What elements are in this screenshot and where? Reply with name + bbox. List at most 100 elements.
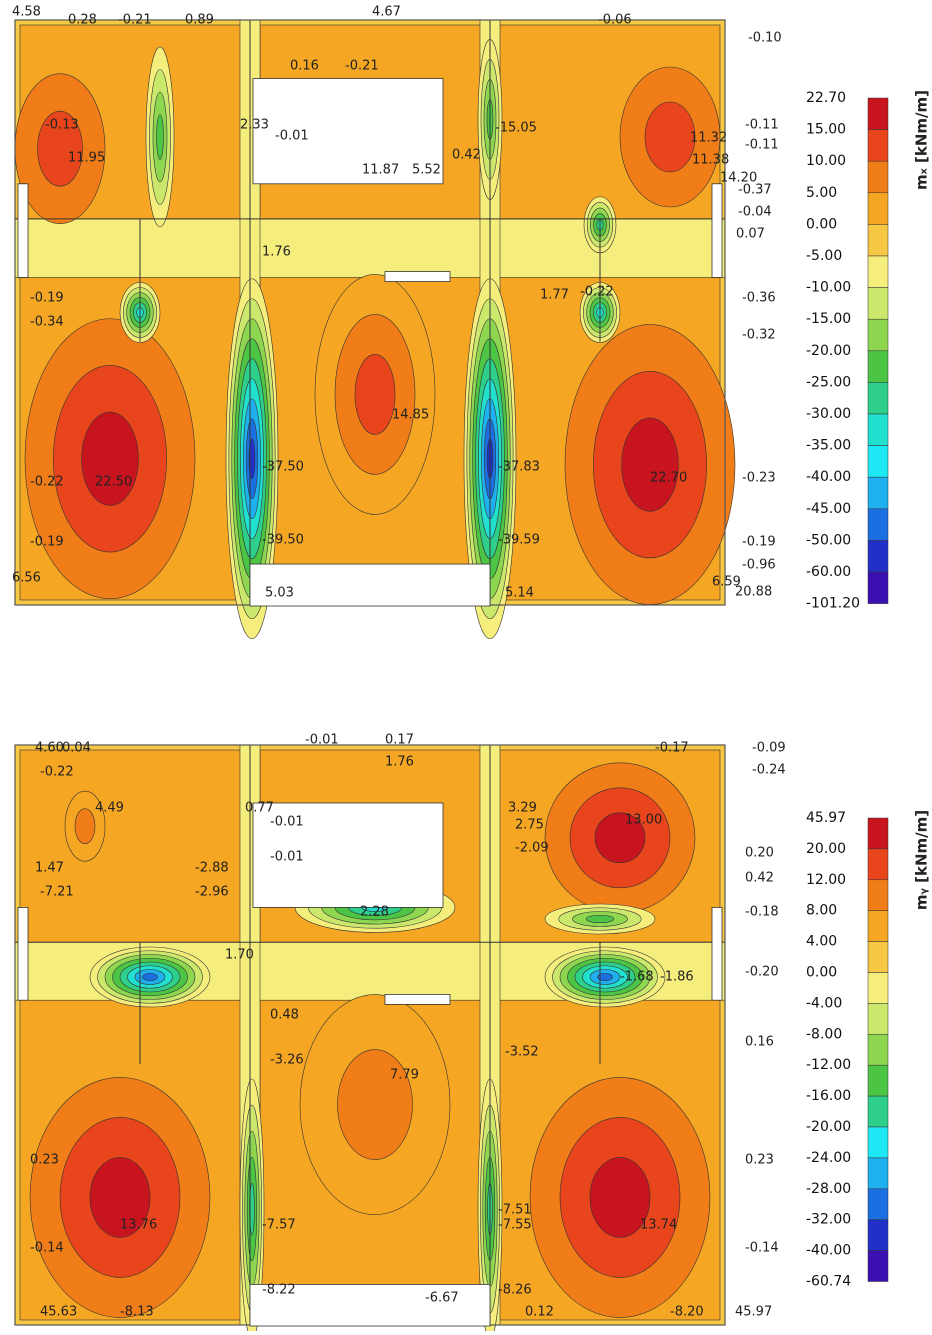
value-label: 45.63 <box>40 1305 77 1320</box>
value-label: -0.19 <box>30 535 64 550</box>
value-label: -0.36 <box>742 291 776 306</box>
value-label: 2.75 <box>515 818 544 833</box>
opening <box>384 271 451 282</box>
legend-swatch <box>867 540 889 573</box>
value-label: -0.20 <box>745 965 779 980</box>
legend-label: 5.00 <box>806 185 837 201</box>
legend-label: -20.00 <box>806 1119 851 1135</box>
legend-label: -20.00 <box>806 343 851 359</box>
value-label: -0.19 <box>30 291 64 306</box>
value-label: -6.67 <box>425 1291 459 1306</box>
legend-swatch <box>867 571 889 604</box>
legend-swatch <box>867 350 889 383</box>
value-label: -0.04 <box>738 205 772 220</box>
legend-label: -25.00 <box>806 374 851 390</box>
opening <box>249 563 491 607</box>
value-label: -0.96 <box>742 558 776 573</box>
value-label: 0.23 <box>745 1153 774 1168</box>
legend-swatch <box>867 287 889 320</box>
value-label: 45.97 <box>735 1305 772 1320</box>
legend-label: -45.00 <box>806 501 851 517</box>
legend-swatch <box>867 1095 889 1128</box>
value-label: -0.32 <box>742 328 776 343</box>
value-label: -0.09 <box>752 741 786 756</box>
value-label: -0.21 <box>345 59 379 74</box>
legend-label: -5.00 <box>806 248 842 264</box>
legend-label: -60.74 <box>806 1274 851 1290</box>
legend-swatch <box>867 1250 889 1282</box>
contour-band <box>644 101 696 173</box>
value-label: -37.83 <box>498 460 540 475</box>
value-label: -8.26 <box>498 1283 532 1298</box>
legend-swatch <box>867 97 889 130</box>
legend-swatch <box>867 879 889 911</box>
legend-swatch <box>867 848 889 881</box>
value-label: 0.48 <box>270 1008 299 1023</box>
value-label: -0.13 <box>45 118 79 133</box>
legend-label: -15.00 <box>806 311 851 327</box>
value-label: -8.13 <box>120 1305 154 1320</box>
value-label: 0.16 <box>290 59 319 74</box>
legend-label: -40.00 <box>806 469 851 485</box>
unit-label: mᵧ [kNm/m] <box>913 810 931 910</box>
value-label: -0.14 <box>745 1241 779 1256</box>
value-label: -2.09 <box>515 841 549 856</box>
legend-swatch <box>867 1126 889 1159</box>
legend-swatch <box>867 1034 889 1066</box>
opening <box>252 802 444 908</box>
legend-label: -50.00 <box>806 532 851 548</box>
legend-label: -40.00 <box>806 1243 851 1259</box>
legend-label: -12.00 <box>806 1057 851 1073</box>
value-label: -7.51 <box>498 1203 532 1218</box>
value-label: -3.26 <box>270 1053 304 1068</box>
value-label: 0.12 <box>525 1305 554 1320</box>
opening <box>249 1284 491 1327</box>
legend-label: -28.00 <box>806 1181 851 1197</box>
value-label: 0.07 <box>736 227 765 242</box>
value-label: 0.04 <box>62 741 91 756</box>
legend-label: -10.00 <box>806 280 851 296</box>
legend-swatch <box>867 1219 889 1251</box>
contour-band <box>354 354 396 435</box>
value-label: 5.03 <box>265 586 294 601</box>
contour-band <box>14 218 726 278</box>
value-label: 1.70 <box>225 948 254 963</box>
value-label: -39.50 <box>262 533 304 548</box>
legend-label: 4.00 <box>806 934 837 950</box>
contour-band <box>74 808 96 845</box>
value-label: 0.23 <box>30 1153 59 1168</box>
legend-swatch <box>867 1157 889 1190</box>
value-label: -0.11 <box>745 138 779 153</box>
value-label: 4.58 <box>12 5 41 20</box>
legend-swatch <box>867 508 889 541</box>
legend-swatch <box>867 382 889 415</box>
value-label: 0.42 <box>452 148 481 163</box>
value-label: -1.68 <box>620 970 654 985</box>
value-label: -39.59 <box>498 533 540 548</box>
value-label: -0.01 <box>270 850 304 865</box>
value-label: 1.77 <box>540 288 569 303</box>
legend-label: 20.00 <box>806 841 846 857</box>
value-label: -7.57 <box>262 1218 296 1233</box>
value-label: -0.37 <box>738 183 772 198</box>
value-label: -2.96 <box>195 885 229 900</box>
contour-band <box>142 972 158 982</box>
value-label: -0.17 <box>655 741 689 756</box>
contour-band <box>37 110 83 187</box>
contour-band <box>597 972 613 982</box>
value-label: -8.22 <box>262 1283 296 1298</box>
value-label: 6.56 <box>12 571 41 586</box>
opening <box>711 907 723 1001</box>
value-label: -0.11 <box>745 118 779 133</box>
value-label: 11.95 <box>68 151 105 166</box>
legend-label: -8.00 <box>806 1026 842 1042</box>
legend-label: 15.00 <box>806 122 846 138</box>
legend-swatch <box>867 1003 889 1035</box>
legend-label: 45.97 <box>806 810 846 826</box>
value-label: -0.22 <box>30 475 64 490</box>
opening <box>17 907 29 1001</box>
legend-swatch <box>867 817 889 850</box>
contour-band <box>81 411 139 506</box>
contour-band <box>585 914 615 924</box>
value-label: -0.22 <box>580 285 614 300</box>
